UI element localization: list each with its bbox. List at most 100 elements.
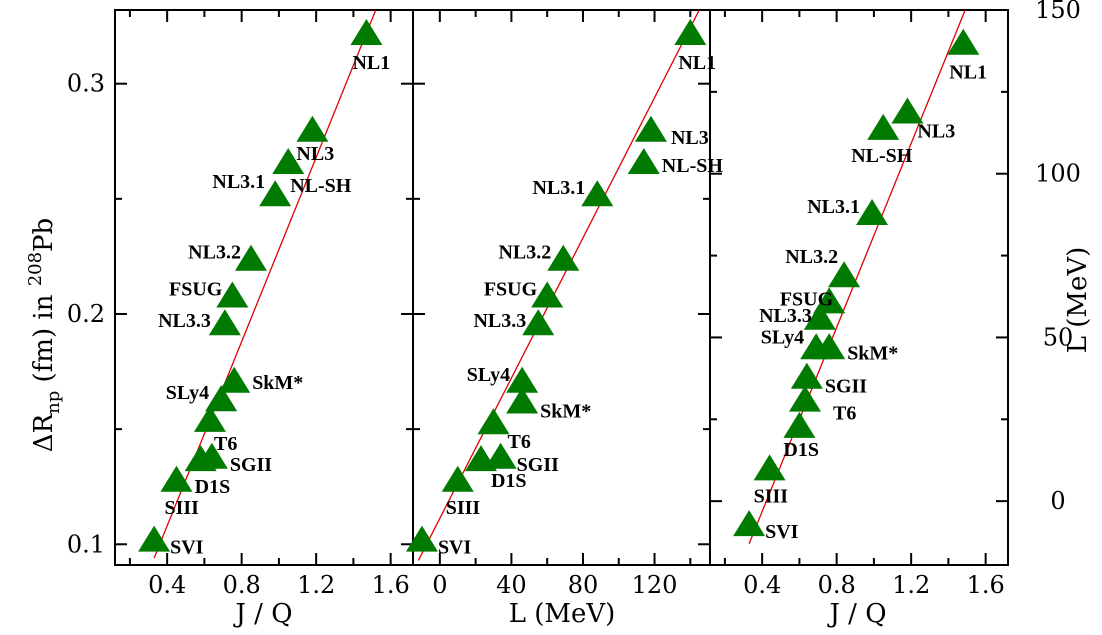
panel1-marker-nl3-2 <box>234 244 267 271</box>
panel2-label-nl3-2: NL3.2 <box>498 242 551 264</box>
panel2-label-nl3: NL3 <box>671 127 709 149</box>
ylabel-delta: ΔR <box>29 412 59 452</box>
panel2-xtick-label: 0 <box>432 571 447 599</box>
panel1-xlabel: J / Q <box>232 599 292 629</box>
panel1-marker-siii <box>160 465 193 492</box>
panel3-frame <box>709 9 1009 566</box>
panel1-marker-nl3-3 <box>208 309 241 336</box>
ylabel-sup: 208 <box>25 252 46 286</box>
panel3-marker-nl1 <box>947 28 980 55</box>
panel1-marker-sly4 <box>205 385 238 412</box>
panel2-xtick-label: 120 <box>632 571 678 599</box>
panel1-label-nl3-3: NL3.3 <box>158 310 211 332</box>
panel1-ytick-label: 0.1 <box>67 530 105 558</box>
panel2-label-fsug: FSUG <box>484 279 538 301</box>
panel3-xtick-label: 1.6 <box>967 571 1005 599</box>
panel3-label-nl3-2: NL3.2 <box>785 246 838 268</box>
panel2-fit-line <box>417 10 700 561</box>
panel3-marker-nl3-2 <box>828 261 861 288</box>
panel1-label-nl3: NL3 <box>296 143 334 165</box>
panel2-xtick-label: 40 <box>496 571 527 599</box>
panel2-marker-nl3-1 <box>581 180 614 207</box>
panel3-ytick-label: 150 <box>1035 0 1081 24</box>
panel1-label-sgii: SGII <box>230 454 272 476</box>
panel3-xtick-label: 1.2 <box>892 571 930 599</box>
panel3-ylabel: L (MeV) <box>1063 247 1093 354</box>
panel2-label-d1s: D1S <box>491 470 527 492</box>
panel3-label-t6: T6 <box>833 403 856 425</box>
panel1-xtick-label: 1.2 <box>297 571 335 599</box>
panel1-ylabel: ΔRnp (fm) in 208Pb <box>25 218 64 452</box>
panel3-label-d1s: D1S <box>783 439 819 461</box>
panel3-marker-d1s <box>783 411 816 438</box>
panel1-label-nl3-1: NL3.1 <box>212 171 265 193</box>
panel1-marker-skm- <box>218 366 251 393</box>
panel3-marker-sgii <box>790 362 823 389</box>
panel3-label-nl3-1: NL3.1 <box>807 196 860 218</box>
panel2-label-nl3-3: NL3.3 <box>473 310 526 332</box>
panel3-ytick-label: 50 <box>1043 323 1074 351</box>
panel3-label-nl3: NL3 <box>917 121 955 143</box>
panel2-marker-svi <box>405 525 438 552</box>
panel2-label-svi: SVI <box>438 537 472 559</box>
panel2-xtick-label: 80 <box>568 571 599 599</box>
panel3-marker-nl3-1 <box>856 199 889 226</box>
panel3-label-siii: SIII <box>754 485 789 507</box>
panel2-label-t6: T6 <box>508 431 531 453</box>
panel2-label-nl3-1: NL3.1 <box>532 177 585 199</box>
panel3-label-svi: SVI <box>765 521 799 543</box>
panel1-ytick-label: 0.3 <box>67 70 105 98</box>
panel2-xlabel: L (MeV) <box>509 599 616 629</box>
panel3-marker-nl-sh <box>867 113 900 140</box>
panel3-xtick-label: 0.4 <box>743 571 781 599</box>
panel3-ytick-label: 0 <box>1050 487 1065 515</box>
panel3-label-nl3-3: NL3.3 <box>759 305 812 327</box>
panel3-label-sgii: SGII <box>825 376 867 398</box>
panel1-label-svi: SVI <box>170 537 204 559</box>
panel2-marker-d1s <box>464 445 497 472</box>
panel1-xtick-label: 1.6 <box>372 571 410 599</box>
panel1-label-t6: T6 <box>214 433 237 455</box>
panel1-marker-svi <box>138 525 171 552</box>
panel1-label-nl1: NL1 <box>352 52 390 74</box>
panel2-marker-sgii <box>484 442 517 469</box>
panel1-label-siii: SIII <box>164 497 199 519</box>
panel2-label-nl1: NL1 <box>678 52 716 74</box>
panel3-label-skm-: SkM* <box>847 342 898 364</box>
panel1-marker-nl-sh <box>272 147 305 174</box>
panel2-marker-skm- <box>506 387 539 414</box>
panel3-marker-skm- <box>813 333 846 360</box>
ylabel-mid: (fm) in <box>29 286 59 390</box>
panel3-fit-line <box>748 10 966 544</box>
panel2-label-skm-: SkM* <box>540 400 591 422</box>
ylabel-sub: np <box>43 391 64 414</box>
panel3-marker-nl3-3 <box>803 303 836 330</box>
panel2-marker-nl-sh <box>627 147 660 174</box>
panel2-label-nl-sh: NL-SH <box>662 155 724 177</box>
panel1-xtick-label: 0.8 <box>223 571 261 599</box>
panel1-label-nl-sh: NL-SH <box>290 175 352 197</box>
panel1-label-fsug: FSUG <box>169 279 223 301</box>
panel1-marker-t6 <box>193 405 226 432</box>
ylabel-end: Pb <box>29 218 59 252</box>
panel1-ytick-label: 0.2 <box>67 300 105 328</box>
panel1-xtick-label: 0.4 <box>148 571 186 599</box>
panel3-label-nl1: NL1 <box>949 62 987 84</box>
panel1-marker-nl3 <box>296 115 329 142</box>
panel3-marker-nl3 <box>891 97 924 124</box>
panel1-label-sly4: SLy4 <box>166 382 209 404</box>
panel1-label-skm-: SkM* <box>252 372 303 394</box>
panel2-marker-sly4 <box>506 366 539 393</box>
panel1-marker-nl3-1 <box>259 180 292 207</box>
panel2-marker-nl3 <box>634 115 667 142</box>
panel3-label-nl-sh: NL-SH <box>851 145 913 167</box>
panel2-marker-t6 <box>477 408 510 435</box>
panel2-label-sgii: SGII <box>517 454 559 476</box>
plot-layer: 0.4 0.8 1.2 1.60.10.20.3NL1NL3NL-SHNL3.1NL3… <box>67 0 1081 599</box>
panel2-marker-siii <box>441 465 474 492</box>
panel2-marker-nl3-3 <box>522 309 555 336</box>
panel1-marker-nl1 <box>350 19 383 46</box>
panel1-label-d1s: D1S <box>195 476 231 498</box>
panel3-xlabel: J / Q <box>826 599 886 629</box>
